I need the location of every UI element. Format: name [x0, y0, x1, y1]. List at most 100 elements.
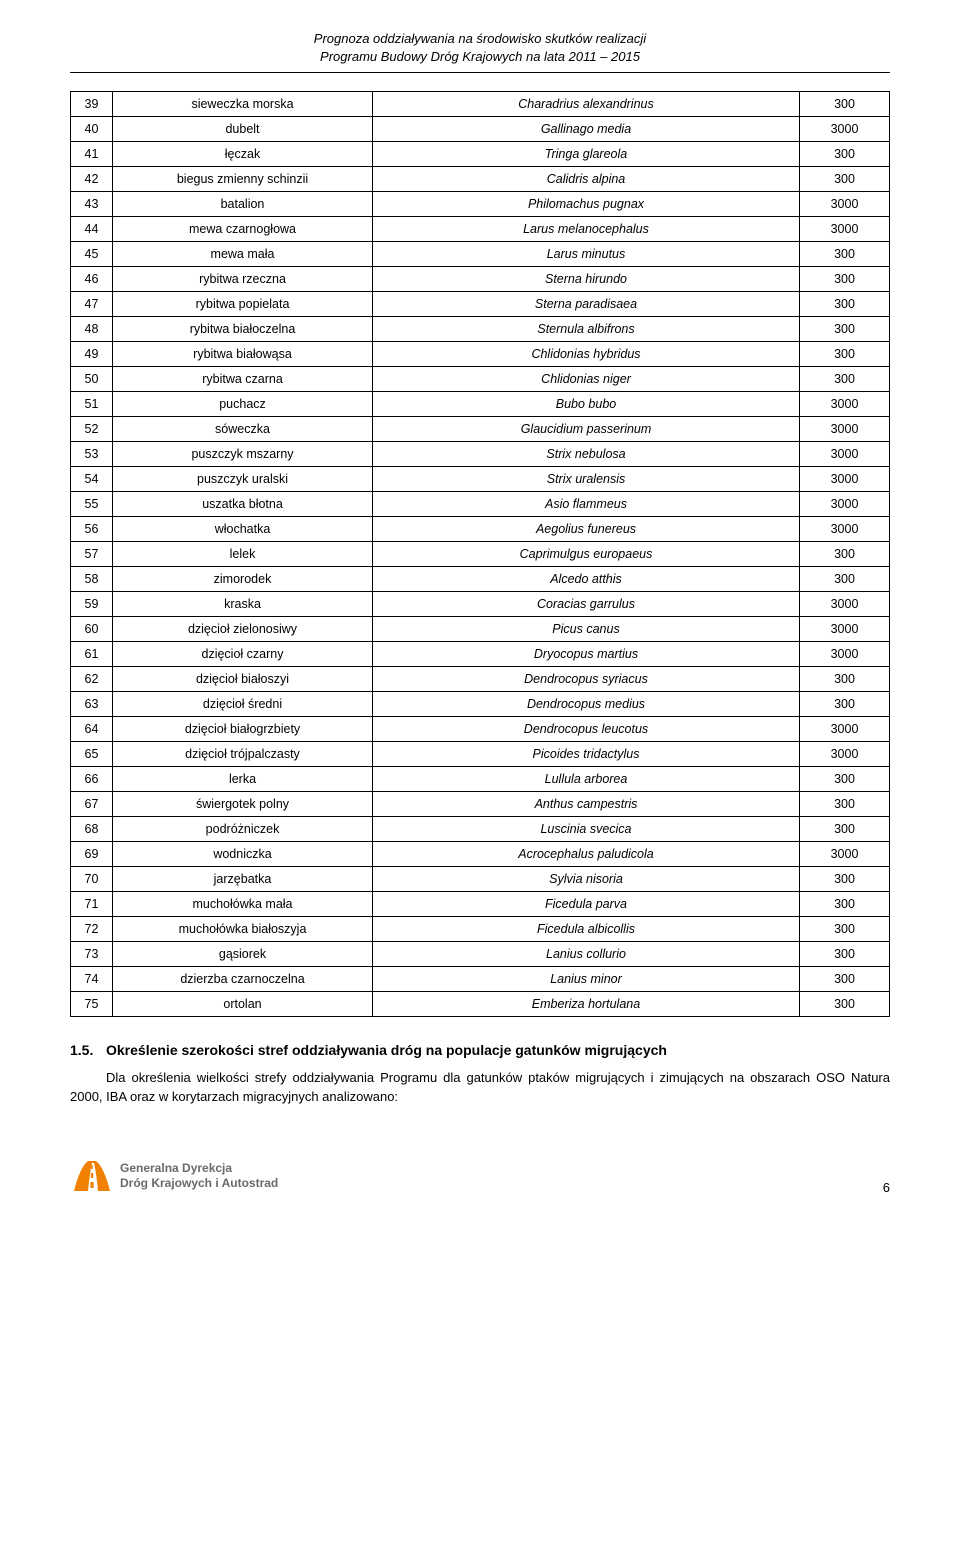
row-value: 3000	[800, 742, 890, 767]
row-polish-name: sieweczka morska	[113, 92, 373, 117]
row-number: 49	[71, 342, 113, 367]
table-row: 44mewa czarnogłowaLarus melanocephalus30…	[71, 217, 890, 242]
row-value: 3000	[800, 642, 890, 667]
row-number: 41	[71, 142, 113, 167]
table-row: 59kraskaCoracias garrulus3000	[71, 592, 890, 617]
row-polish-name: ortolan	[113, 992, 373, 1017]
table-row: 65dzięcioł trójpalczastyPicoides tridact…	[71, 742, 890, 767]
row-number: 66	[71, 767, 113, 792]
footer-logo: Generalna Dyrekcja Dróg Krajowych i Auto…	[70, 1157, 278, 1195]
row-polish-name: jarzębatka	[113, 867, 373, 892]
row-number: 59	[71, 592, 113, 617]
row-value: 3000	[800, 217, 890, 242]
row-value: 300	[800, 367, 890, 392]
row-polish-name: puszczyk uralski	[113, 467, 373, 492]
row-number: 70	[71, 867, 113, 892]
table-row: 69wodniczkaAcrocephalus paludicola3000	[71, 842, 890, 867]
table-row: 45mewa małaLarus minutus300	[71, 242, 890, 267]
table-row: 60dzięcioł zielonosiwyPicus canus3000	[71, 617, 890, 642]
row-polish-name: gąsiorek	[113, 942, 373, 967]
section-body: Dla określenia wielkości strefy oddziały…	[70, 1069, 890, 1107]
row-latin-name: Coracias garrulus	[373, 592, 800, 617]
row-number: 45	[71, 242, 113, 267]
row-latin-name: Aegolius funereus	[373, 517, 800, 542]
row-value: 3000	[800, 842, 890, 867]
row-value: 3000	[800, 517, 890, 542]
row-value: 3000	[800, 592, 890, 617]
row-polish-name: dzierzba czarnoczelna	[113, 967, 373, 992]
species-table: 39sieweczka morskaCharadrius alexandrinu…	[70, 91, 890, 1017]
row-value: 3000	[800, 717, 890, 742]
row-polish-name: dzięcioł białoszyi	[113, 667, 373, 692]
row-number: 42	[71, 167, 113, 192]
row-polish-name: biegus zmienny schinzii	[113, 167, 373, 192]
row-number: 51	[71, 392, 113, 417]
row-value: 3000	[800, 417, 890, 442]
row-number: 56	[71, 517, 113, 542]
row-polish-name: dzięcioł trójpalczasty	[113, 742, 373, 767]
row-latin-name: Strix uralensis	[373, 467, 800, 492]
row-latin-name: Sterna paradisaea	[373, 292, 800, 317]
row-latin-name: Picus canus	[373, 617, 800, 642]
row-number: 50	[71, 367, 113, 392]
row-latin-name: Lanius minor	[373, 967, 800, 992]
row-polish-name: batalion	[113, 192, 373, 217]
row-latin-name: Chlidonias niger	[373, 367, 800, 392]
row-number: 68	[71, 817, 113, 842]
row-value: 3000	[800, 117, 890, 142]
row-latin-name: Dendrocopus medius	[373, 692, 800, 717]
header-line-2: Programu Budowy Dróg Krajowych na lata 2…	[70, 48, 890, 66]
document-header: Prognoza oddziaływania na środowisko sku…	[70, 30, 890, 66]
table-row: 41łęczakTringa glareola300	[71, 142, 890, 167]
table-row: 53puszczyk mszarnyStrix nebulosa3000	[71, 442, 890, 467]
table-row: 52sóweczkaGlaucidium passerinum3000	[71, 417, 890, 442]
section-number: 1.5.	[70, 1041, 106, 1061]
row-latin-name: Bubo bubo	[373, 392, 800, 417]
row-value: 300	[800, 692, 890, 717]
row-number: 46	[71, 267, 113, 292]
table-row: 64dzięcioł białogrzbietyDendrocopus leuc…	[71, 717, 890, 742]
row-polish-name: muchołówka mała	[113, 892, 373, 917]
section-heading: 1.5.Określenie szerokości stref oddziały…	[70, 1041, 890, 1061]
row-polish-name: dzięcioł białogrzbiety	[113, 717, 373, 742]
page-footer: Generalna Dyrekcja Dróg Krajowych i Auto…	[70, 1157, 890, 1195]
table-row: 40dubeltGallinago media3000	[71, 117, 890, 142]
row-polish-name: kraska	[113, 592, 373, 617]
row-polish-name: sóweczka	[113, 417, 373, 442]
row-polish-name: puszczyk mszarny	[113, 442, 373, 467]
row-value: 300	[800, 267, 890, 292]
row-latin-name: Emberiza hortulana	[373, 992, 800, 1017]
row-value: 300	[800, 867, 890, 892]
row-latin-name: Strix nebulosa	[373, 442, 800, 467]
table-row: 75ortolanEmberiza hortulana300	[71, 992, 890, 1017]
table-row: 74dzierzba czarnoczelnaLanius minor300	[71, 967, 890, 992]
row-number: 60	[71, 617, 113, 642]
row-latin-name: Asio flammeus	[373, 492, 800, 517]
table-row: 50rybitwa czarnaChlidonias niger300	[71, 367, 890, 392]
header-rule	[70, 72, 890, 73]
row-polish-name: puchacz	[113, 392, 373, 417]
footer-logo-line1: Generalna Dyrekcja	[120, 1161, 278, 1175]
row-number: 72	[71, 917, 113, 942]
row-number: 48	[71, 317, 113, 342]
row-number: 55	[71, 492, 113, 517]
row-value: 300	[800, 342, 890, 367]
row-polish-name: zimorodek	[113, 567, 373, 592]
row-value: 300	[800, 292, 890, 317]
row-latin-name: Lullula arborea	[373, 767, 800, 792]
row-latin-name: Larus minutus	[373, 242, 800, 267]
table-row: 46rybitwa rzecznaSterna hirundo300	[71, 267, 890, 292]
row-latin-name: Sternula albifrons	[373, 317, 800, 342]
table-row: 66lerkaLullula arborea300	[71, 767, 890, 792]
row-value: 3000	[800, 467, 890, 492]
table-row: 51puchaczBubo bubo3000	[71, 392, 890, 417]
table-row: 49rybitwa białowąsaChlidonias hybridus30…	[71, 342, 890, 367]
row-polish-name: dzięcioł zielonosiwy	[113, 617, 373, 642]
table-row: 42biegus zmienny schinziiCalidris alpina…	[71, 167, 890, 192]
row-number: 40	[71, 117, 113, 142]
row-latin-name: Gallinago media	[373, 117, 800, 142]
row-number: 75	[71, 992, 113, 1017]
row-polish-name: muchołówka białoszyja	[113, 917, 373, 942]
row-number: 61	[71, 642, 113, 667]
row-number: 74	[71, 967, 113, 992]
